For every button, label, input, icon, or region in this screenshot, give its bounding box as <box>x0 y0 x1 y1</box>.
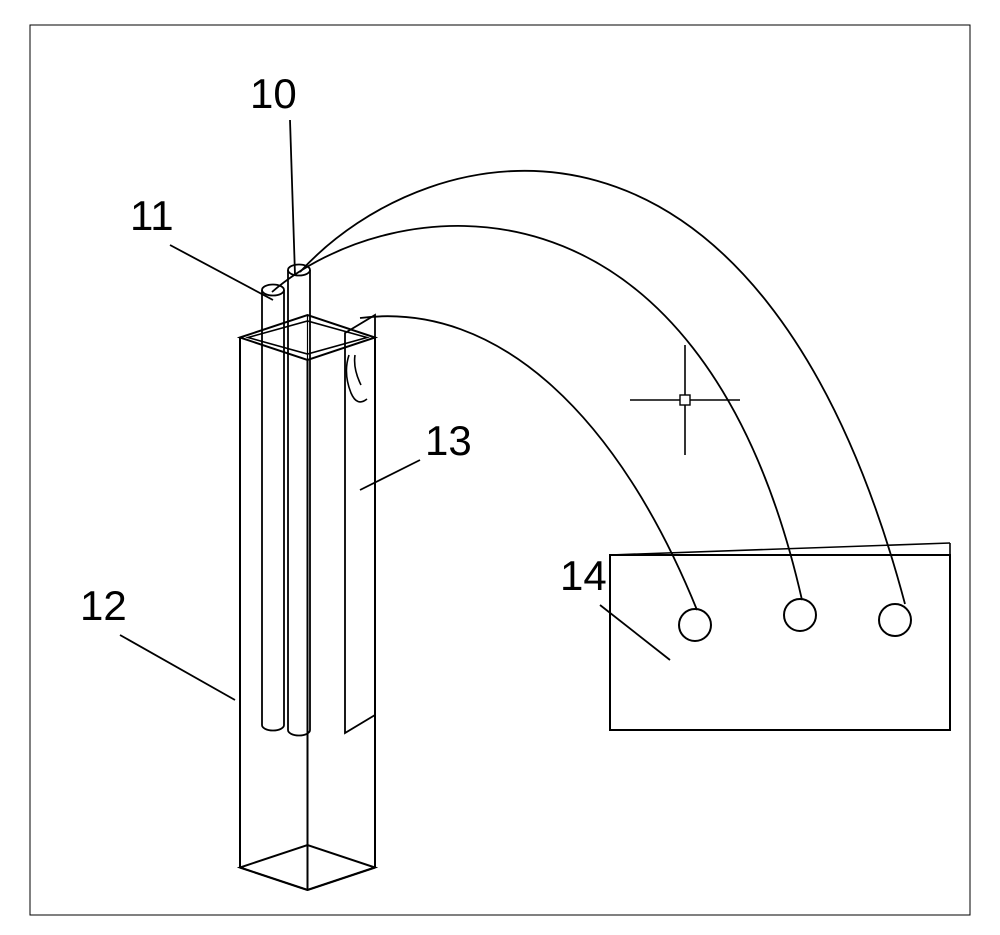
figure-frame <box>30 25 970 915</box>
crossing-marker <box>630 345 740 455</box>
leader-lines <box>120 120 670 700</box>
leader-l11 <box>170 245 273 300</box>
label-13: 13 <box>425 417 472 464</box>
wires <box>272 171 905 610</box>
workstation-14 <box>610 543 950 730</box>
labels: 10 11 12 13 14 <box>80 70 607 629</box>
label-12: 12 <box>80 582 127 629</box>
port-1 <box>679 609 711 641</box>
leader-l12 <box>120 635 235 700</box>
leader-l10 <box>290 120 295 275</box>
diagram-svg: 10 11 12 13 14 <box>0 0 1000 935</box>
label-11: 11 <box>130 192 174 239</box>
label-14: 14 <box>560 552 607 599</box>
leader-l13 <box>360 460 420 490</box>
label-10: 10 <box>250 70 297 117</box>
cuvette-12 <box>240 315 375 890</box>
port-3 <box>879 604 911 636</box>
electrode-13 <box>345 315 375 733</box>
port-2 <box>784 599 816 631</box>
